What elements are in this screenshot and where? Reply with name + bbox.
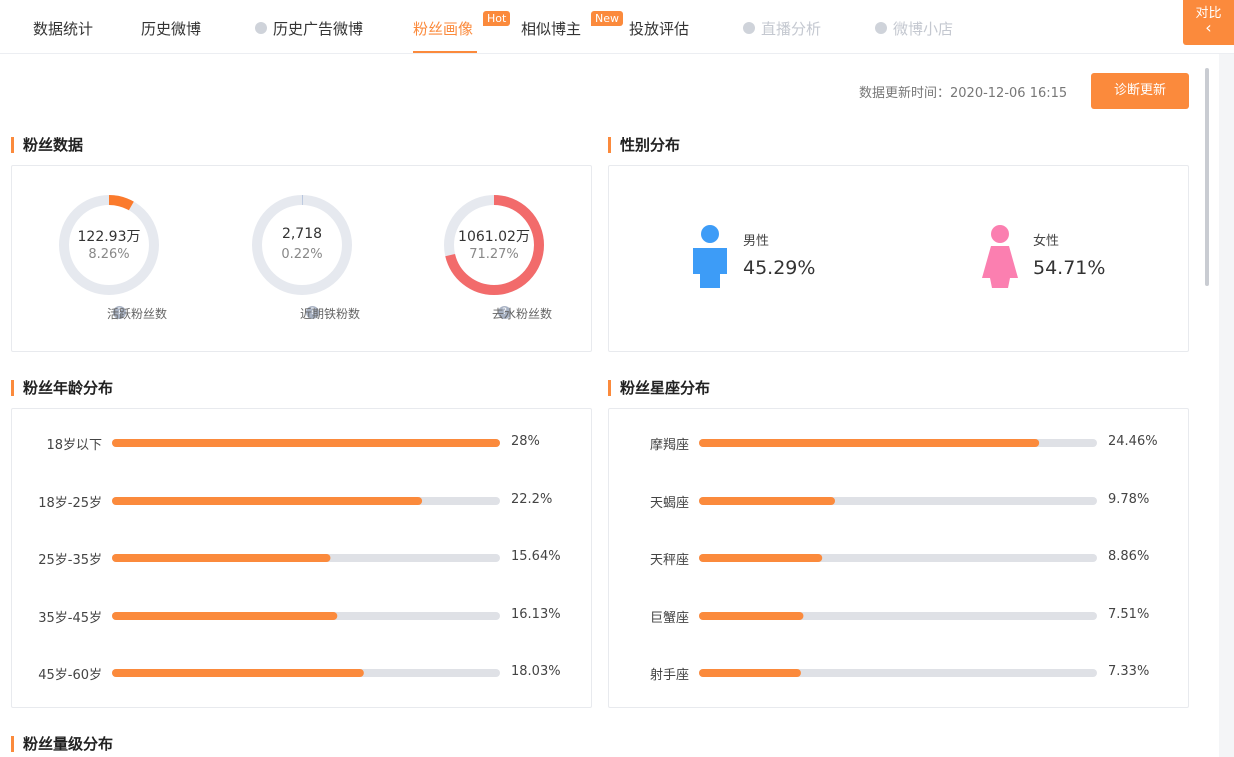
donut-value: 2,718 [281, 226, 323, 242]
update-time: 数据更新时间：2020-12-06 16:15 [859, 82, 1067, 101]
bar-value: 7.51% [1108, 607, 1150, 622]
bar-label: 25岁-35岁 [38, 553, 102, 568]
bar [112, 554, 331, 562]
update-value: 2020-12-06 16:15 [950, 86, 1068, 101]
bar [112, 439, 500, 447]
donut-percent: 71.27% [469, 247, 519, 262]
donut-label: 近期铁粉数? [242, 305, 377, 321]
refresh-button[interactable]: 诊断更新 [1091, 73, 1189, 109]
bar-label: 巨蟹座 [649, 611, 689, 626]
bar-label: 射手座 [649, 668, 689, 683]
donut-arc [444, 195, 544, 295]
help-icon: ? [113, 306, 126, 319]
bar-label: 18岁-25岁 [38, 496, 102, 511]
chevron: ‹ [1205, 18, 1212, 37]
tab[interactable]: 数据统计 [33, 20, 94, 38]
help-icon: ? [498, 306, 511, 319]
gender-value: 54.71% [1033, 257, 1106, 279]
donut-arc [59, 195, 159, 295]
person-body [982, 246, 1018, 288]
bar-label: 45岁-60岁 [38, 668, 102, 683]
bar [112, 497, 423, 505]
bar-value: 9.78% [1108, 492, 1150, 507]
tab-icon [743, 22, 755, 34]
bar-label: 摩羯座 [649, 438, 689, 453]
tab-underline [413, 51, 477, 53]
donut-arc [252, 195, 352, 295]
label-text: 活跃粉丝数 [107, 307, 168, 321]
person-head [701, 225, 719, 243]
help-icon: ? [306, 306, 319, 319]
section-title: 粉丝年龄分布 [11, 380, 113, 396]
label-text: 近期铁粉数 [300, 307, 361, 321]
bar [699, 612, 804, 620]
donut-label: 活跃粉丝数? [49, 305, 184, 321]
bar [699, 554, 823, 562]
donut-percent: 8.26% [88, 247, 130, 262]
bar-value: 24.46% [1108, 434, 1158, 449]
tab-icon [875, 22, 887, 34]
bar-value: 15.64% [511, 549, 561, 564]
section-title: 性别分布 [608, 137, 680, 153]
scroll-track [1219, 54, 1234, 757]
bar-value: 18.03% [511, 664, 561, 679]
tab[interactable]: 历史广告微博 [273, 20, 364, 38]
tab-divider [0, 53, 1234, 54]
tab[interactable]: 相似博主 [521, 20, 582, 38]
donut-value: 1061.02万 [458, 229, 530, 245]
person-body [693, 248, 727, 288]
section-title: 粉丝数据 [11, 137, 83, 153]
update-label: 数据更新时间： [859, 86, 951, 101]
bar [112, 612, 338, 620]
donut-track [252, 195, 352, 295]
scrollbar[interactable] [1205, 68, 1209, 286]
bar [112, 669, 364, 677]
tab-icon [255, 22, 267, 34]
bar-label: 天秤座 [649, 553, 689, 568]
person-head [991, 225, 1009, 243]
donut-label: 去水粉丝数? [434, 305, 569, 321]
bar-label: 天蝎座 [649, 496, 689, 511]
bar [699, 497, 836, 505]
gender-label: 男性 [743, 234, 770, 249]
bar-value: 8.86% [1108, 549, 1150, 564]
gender-value: 45.29% [743, 257, 816, 279]
section-title: 粉丝星座分布 [608, 380, 710, 396]
compare-button[interactable]: 对比 ‹ [1183, 0, 1234, 45]
bar [699, 669, 801, 677]
donut-value: 122.93万 [77, 229, 141, 245]
label-text: 去水粉丝数 [492, 307, 553, 321]
donut-percent: 0.22% [281, 247, 323, 262]
badge: Hot [483, 11, 511, 26]
bar-label: 35岁-45岁 [38, 611, 102, 626]
bar-value: 22.2% [511, 492, 553, 507]
bar-label: 18岁以下 [46, 438, 102, 453]
badge: New [591, 11, 623, 26]
tab[interactable]: 微博小店 [893, 20, 954, 38]
tab[interactable]: 投放评估 [629, 20, 690, 38]
gender-label: 女性 [1033, 234, 1060, 249]
tab[interactable]: 历史微博 [141, 20, 202, 38]
bar [699, 439, 1040, 447]
tab[interactable]: 直播分析 [761, 20, 822, 38]
bar-value: 16.13% [511, 607, 561, 622]
section-title: 粉丝量级分布 [11, 736, 113, 752]
bar-value: 7.33% [1108, 664, 1150, 679]
compare-label: 对比 [1195, 6, 1222, 21]
tab[interactable]: 粉丝画像 [413, 20, 474, 38]
bar-value: 28% [511, 434, 540, 449]
